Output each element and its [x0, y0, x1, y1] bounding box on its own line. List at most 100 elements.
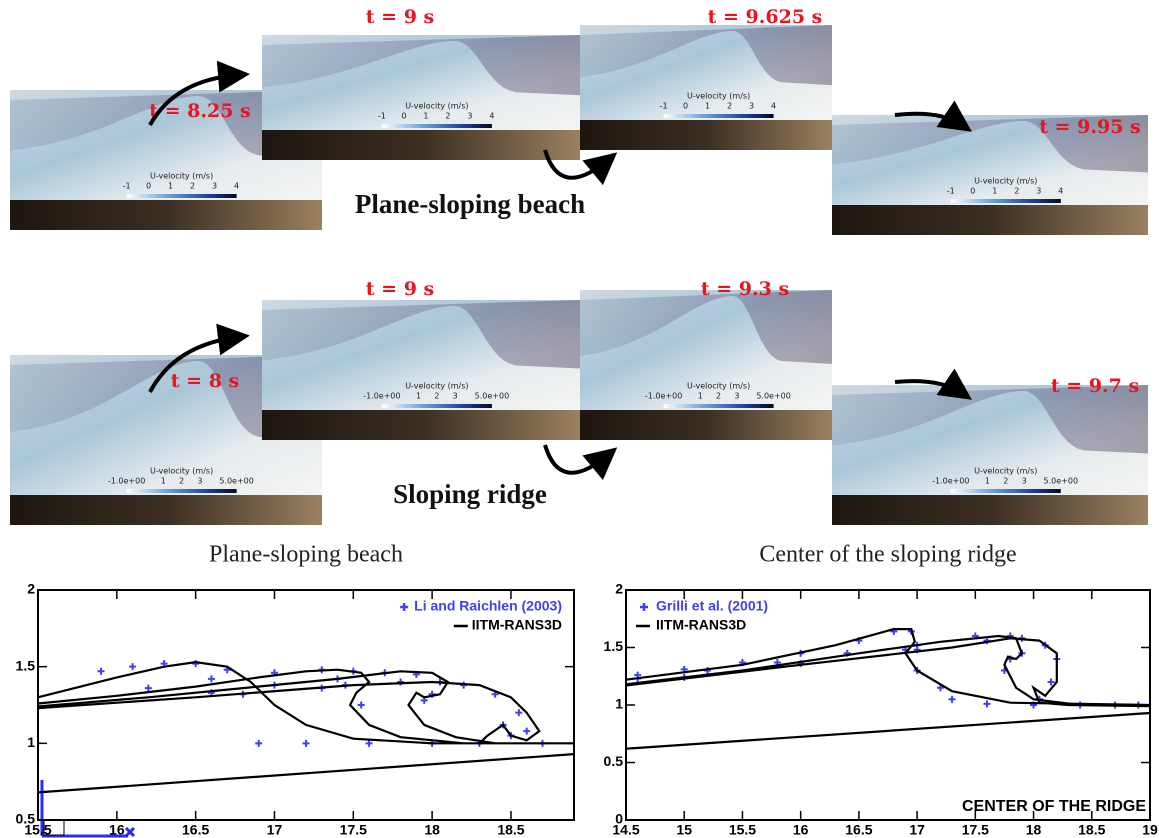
colorbar-tick-label: 3 — [197, 477, 202, 486]
colorbar-tick-label: 1 — [161, 477, 166, 486]
x-tick-label: 15 — [676, 822, 692, 838]
y-tick-label: 2 — [27, 581, 35, 597]
x-tick-label: 19 — [1142, 822, 1158, 838]
colorbar-tick-label: 5.0e+00 — [219, 477, 254, 486]
colorbar-tick-label: 1 — [705, 102, 710, 111]
legend-label: Grilli et al. (2001) — [656, 598, 768, 614]
colorbar-tick-label: 5.0e+00 — [1044, 477, 1079, 486]
data-point — [983, 700, 990, 707]
y-tick-label: 1 — [615, 696, 623, 712]
colorbar-title: U-velocity (m/s) — [150, 172, 213, 181]
colorbar-tick-label: -1.0e+00 — [108, 477, 145, 486]
data-point — [949, 696, 956, 703]
colorbar — [382, 404, 492, 408]
legend-marker — [640, 603, 648, 611]
page: {"panels": {"rows": [ {"caption": "Plane… — [0, 0, 1159, 838]
y-tick-label: 1.5 — [604, 638, 624, 654]
legend-label: IITM-RANS3D — [656, 617, 746, 633]
colorbar-tick-label: 3 — [453, 392, 458, 401]
chart: Plane-sloping beach15.51616.51717.51818.… — [16, 542, 574, 838]
colorbar-title: U-velocity (m/s) — [687, 92, 750, 101]
legend-marker — [400, 603, 408, 611]
colorbar-tick-label: 1 — [423, 112, 428, 121]
seabed-band — [580, 410, 832, 440]
seabed-band — [832, 205, 1148, 235]
colorbar-tick-label: 5.0e+00 — [475, 392, 510, 401]
arrow — [545, 445, 608, 473]
x-tick-label: 16.5 — [182, 822, 209, 838]
time-label: t = 9.3 s — [701, 278, 789, 300]
panel-caption: Sloping ridge — [393, 479, 547, 509]
colorbar-tick-label: 2 — [179, 477, 184, 486]
colorbar-tick-label: 0 — [683, 102, 688, 111]
colorbar-title: U-velocity (m/s) — [687, 382, 750, 391]
seabed-band — [10, 200, 322, 230]
colorbar — [664, 404, 774, 408]
seabed-band — [832, 495, 1148, 525]
colorbar-title: U-velocity (m/s) — [405, 382, 468, 391]
colorbar-tick-label: 1 — [992, 187, 997, 196]
x-tick-label: 15.5 — [729, 822, 756, 838]
x-tick-label: 18.5 — [1078, 822, 1105, 838]
colorbar-tick-label: 3 — [1036, 187, 1041, 196]
x-tick-label: 18 — [1026, 822, 1042, 838]
seabed-band — [262, 130, 580, 160]
colorbar-title: U-velocity (m/s) — [974, 177, 1037, 186]
time-label: t = 9.95 s — [1039, 116, 1141, 138]
axis-icon-cross — [126, 828, 134, 836]
x-tick-label: 18.5 — [497, 822, 524, 838]
colorbar-tick-label: 1 — [985, 477, 990, 486]
x-tick-label: 16.5 — [845, 822, 872, 838]
time-label: t = 9 s — [366, 6, 434, 28]
colorbar-tick-label: 4 — [234, 182, 239, 191]
colorbar-tick-label: -1.0e+00 — [363, 392, 400, 401]
colorbar-tick-label: 3 — [1022, 477, 1027, 486]
colorbar — [664, 114, 774, 118]
data-point — [303, 740, 310, 747]
colorbar-tick-label: 3 — [467, 112, 472, 121]
data-point — [255, 740, 262, 747]
x-tick-label: 16 — [793, 822, 809, 838]
colorbar-tick-label: 2 — [434, 392, 439, 401]
x-tick-label: 17 — [909, 822, 925, 838]
x-tick-label: 16 — [109, 822, 125, 838]
colorbar-title: U-velocity (m/s) — [150, 467, 213, 476]
y-tick-label: 0.5 — [604, 753, 624, 769]
colorbar — [951, 199, 1061, 203]
colorbar-tick-label: 2 — [727, 102, 732, 111]
colorbar-tick-label: 5.0e+00 — [756, 392, 791, 401]
colorbar-tick-label: 4 — [771, 102, 776, 111]
colorbar-tick-label: 2 — [716, 392, 721, 401]
data-point — [358, 702, 365, 709]
data-point — [129, 663, 136, 670]
time-label: t = 9.7 s — [1051, 375, 1139, 397]
colorbar-tick-label: -1 — [123, 182, 131, 191]
y-tick-label: 0.5 — [16, 811, 36, 827]
seabed-band — [580, 120, 832, 150]
panel-caption: Plane-sloping beach — [355, 189, 585, 219]
y-tick-label: 0 — [615, 811, 623, 827]
data-point — [98, 668, 105, 675]
colorbar-tick-label: 1 — [168, 182, 173, 191]
time-label: t = 9.625 s — [708, 6, 823, 28]
colorbar-tick-label: 4 — [489, 112, 494, 121]
colorbar-tick-label: -1.0e+00 — [645, 392, 682, 401]
profile-line — [38, 662, 574, 792]
colorbar-tick-label: -1 — [378, 112, 386, 121]
y-tick-label: 1.5 — [16, 657, 36, 673]
colorbar-tick-label: 3 — [212, 182, 217, 191]
colorbar-tick-label: -1.0e+00 — [932, 477, 969, 486]
profile-line — [626, 629, 1150, 749]
colorbar-tick-label: -1 — [947, 187, 955, 196]
data-point — [145, 685, 152, 692]
colorbar-tick-label: 2 — [190, 182, 195, 191]
data-point — [208, 675, 215, 682]
data-point — [515, 709, 522, 716]
x-tick-label: 18 — [424, 822, 440, 838]
